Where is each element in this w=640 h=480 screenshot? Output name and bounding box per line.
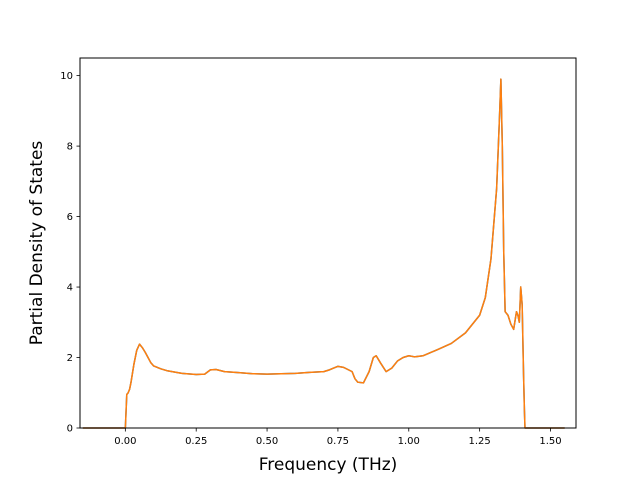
y-tick-label: 8: [67, 142, 73, 153]
x-tick-label: 1.25: [469, 436, 491, 447]
x-tick-label: 0.25: [185, 436, 207, 447]
y-axis-label: Partial Density of States: [27, 141, 47, 346]
x-tick-label: 1.50: [539, 436, 561, 447]
y-axis: 0 2 4 6 8 10: [60, 71, 80, 435]
series-line-1: [82, 78, 565, 429]
x-axis-label: Frequency (THz): [259, 455, 398, 475]
y-tick-label: 0: [67, 424, 73, 435]
y-tick-label: 4: [67, 283, 73, 294]
series-layer: [82, 78, 565, 429]
y-tick-label: 2: [67, 353, 73, 364]
x-tick-label: 0.00: [114, 436, 136, 447]
series-line-2: [82, 78, 565, 429]
plot-frame: [79, 57, 577, 429]
y-tick-label: 6: [67, 212, 73, 223]
y-tick-label: 10: [60, 71, 73, 82]
x-tick-label: 0.75: [327, 436, 349, 447]
x-axis: 0.00 0.25 0.50 0.75 1.00 1.25 1.50: [114, 428, 562, 447]
x-tick-label: 0.50: [256, 436, 278, 447]
x-tick-label: 1.00: [398, 436, 420, 447]
